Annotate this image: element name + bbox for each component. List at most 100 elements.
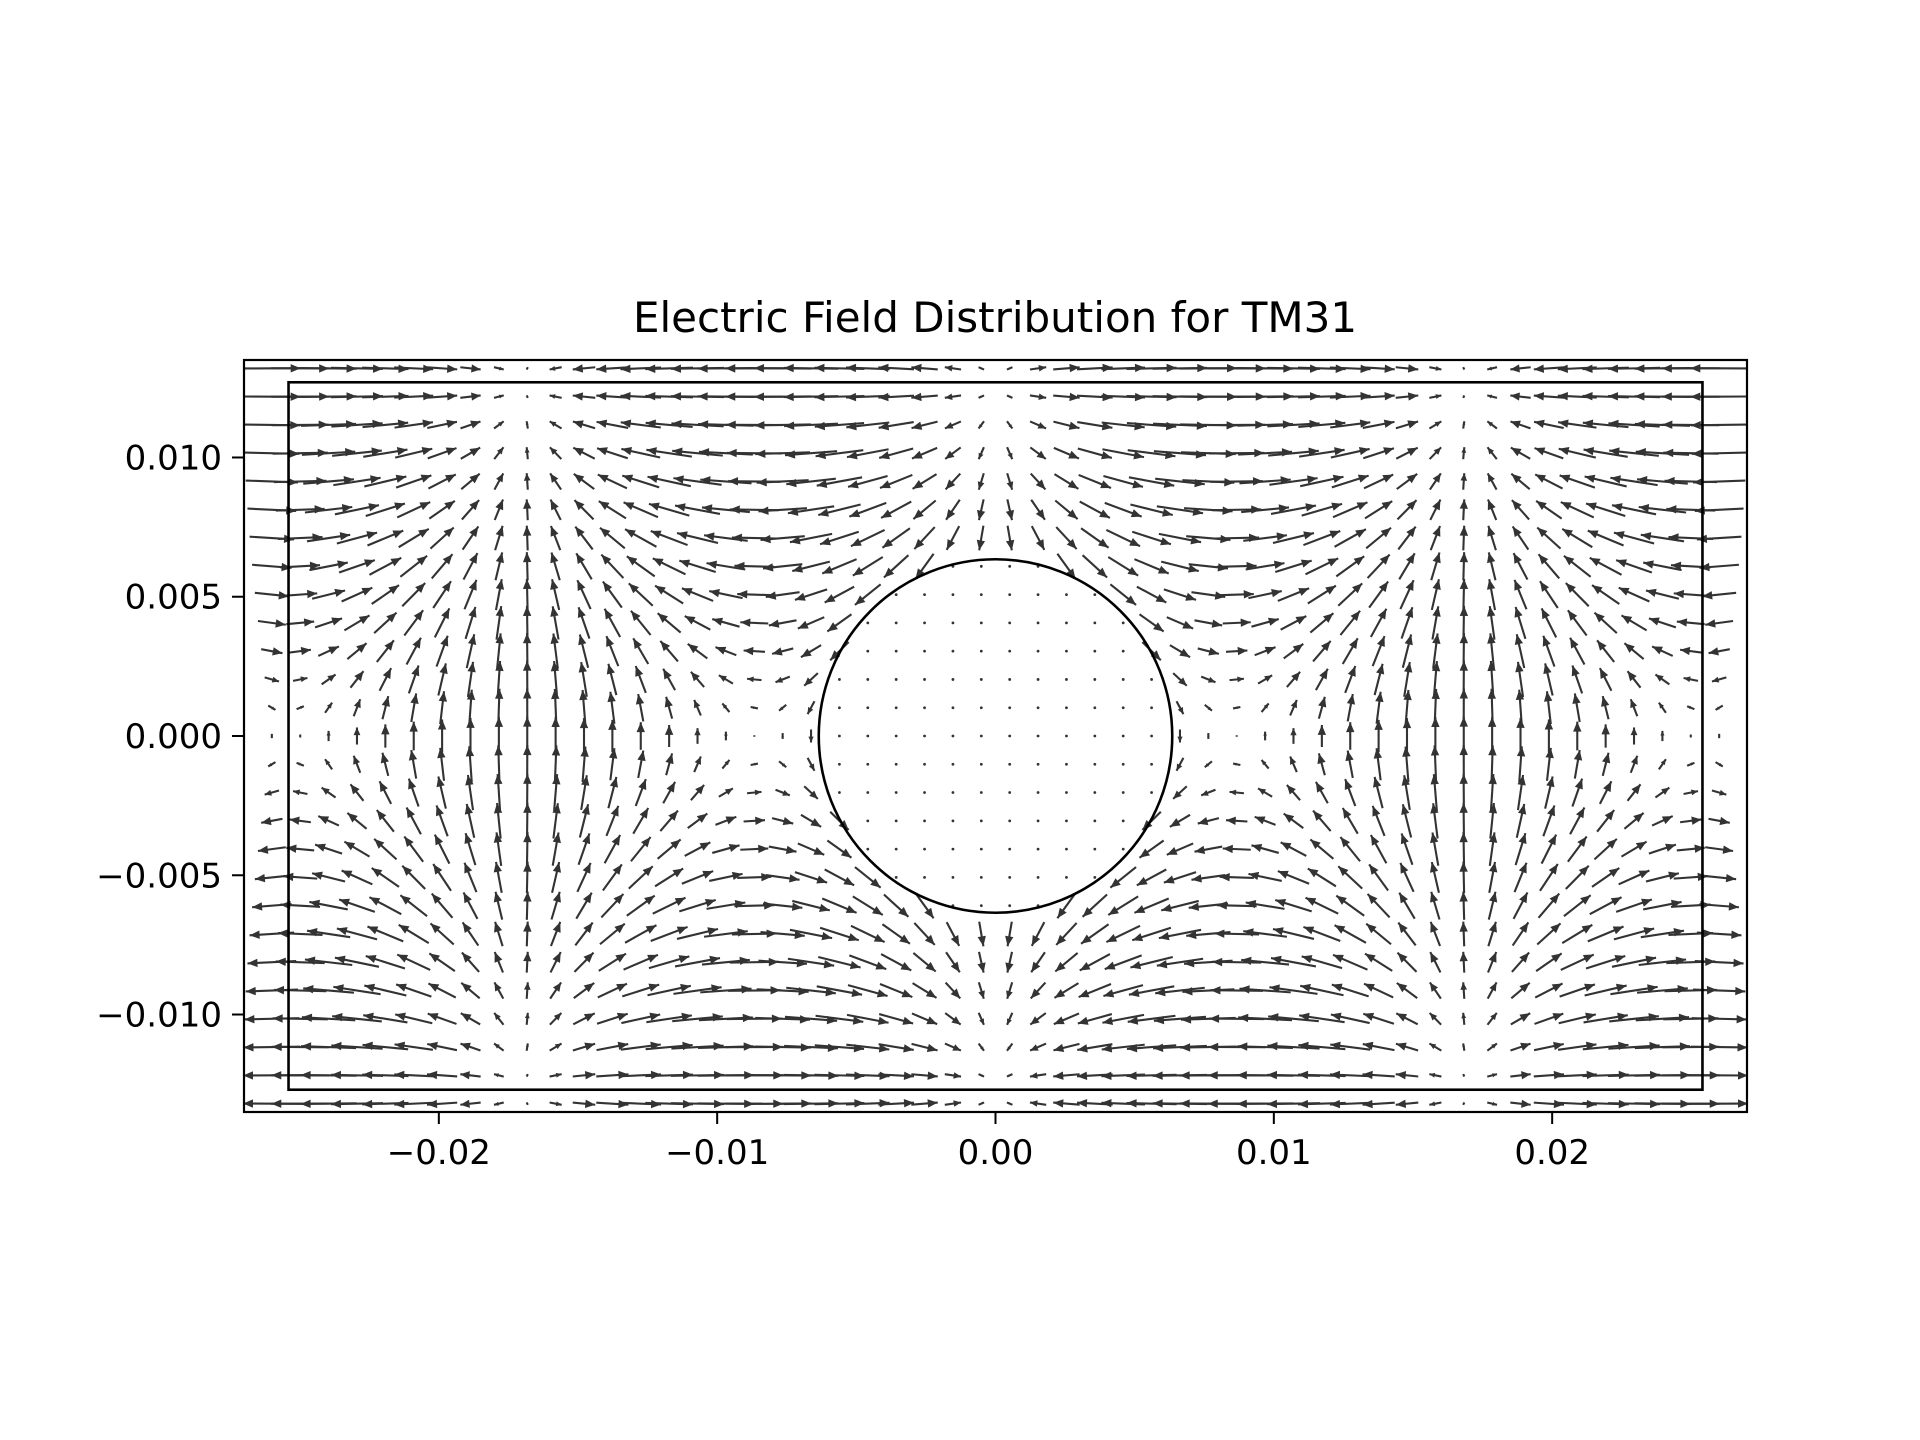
field-arrow [396, 953, 431, 971]
field-arrow [789, 928, 833, 941]
field-arrow [1006, 472, 1014, 491]
field-arrow [978, 394, 985, 399]
field-arrow [645, 419, 693, 429]
field-arrow [671, 419, 724, 429]
field-arrow [634, 665, 647, 694]
field-arrow [846, 448, 889, 460]
field-arrow [435, 635, 449, 667]
field-arrow [1563, 894, 1592, 917]
field-arrow [1362, 1041, 1395, 1052]
field-arrow [460, 472, 481, 491]
field-arrow [572, 364, 596, 373]
field-arrow [362, 1041, 409, 1051]
field-arrow [395, 983, 432, 998]
field-arrow [466, 661, 476, 698]
field-dot [1008, 904, 1012, 908]
field-dot [1121, 621, 1125, 625]
field-arrow [1645, 871, 1680, 883]
field-dot [1121, 678, 1125, 681]
field-arrow [1229, 676, 1245, 683]
field-arrow [1461, 1012, 1467, 1025]
field-arrow [1459, 951, 1468, 973]
field-arrow [303, 985, 355, 994]
field-arrow [1705, 845, 1734, 854]
field-arrow [405, 806, 422, 835]
field-dot [1065, 762, 1068, 766]
field-arrow [1307, 584, 1337, 605]
field-dot [1008, 791, 1012, 794]
field-arrow [1459, 552, 1469, 581]
field-arrow [1077, 421, 1113, 431]
field-dot [866, 791, 870, 794]
field-arrow [1158, 532, 1202, 545]
field-arrow [1237, 1042, 1293, 1051]
field-arrow [787, 957, 835, 969]
field-arrow [637, 750, 646, 779]
field-arrow [580, 775, 590, 811]
field-arrow [1534, 473, 1564, 490]
x-axis: −0.02 −0.01 0.00 0.01 0.02 [387, 1112, 1590, 1173]
field-arrow [1362, 392, 1395, 401]
field-arrow [1172, 672, 1188, 687]
field-arrow [524, 1012, 530, 1025]
field-arrow [1103, 984, 1144, 998]
field-arrow [1080, 527, 1110, 549]
field-arrow [1134, 897, 1170, 914]
field-arrow [1130, 955, 1174, 970]
field-arrow [1511, 921, 1530, 947]
field-arrow [646, 447, 693, 458]
field-arrow [572, 420, 596, 430]
field-arrow [647, 983, 692, 997]
field-arrow [800, 644, 822, 659]
field-arrow [1136, 868, 1167, 887]
field-arrow [784, 421, 838, 430]
field-dot [979, 706, 983, 710]
field-arrow [816, 476, 863, 488]
field-arrow [787, 505, 835, 516]
field-arrow [1462, 394, 1466, 399]
field-arrow [1395, 364, 1419, 373]
field-arrow [1126, 1043, 1177, 1053]
field-arrow [1510, 446, 1531, 460]
field-arrow [976, 499, 986, 521]
field-arrow [1572, 693, 1581, 723]
field-dot [1121, 847, 1125, 851]
field-arrow [1153, 1015, 1207, 1025]
field-arrow [664, 696, 674, 719]
field-arrow [523, 861, 532, 894]
field-arrow [1314, 668, 1329, 691]
field-arrow [301, 1013, 356, 1023]
field-arrow [1204, 760, 1213, 769]
field-arrow [1679, 816, 1702, 825]
field-arrow [410, 693, 419, 723]
field-arrow [597, 982, 628, 999]
field-arrow [771, 817, 794, 826]
field-arrow [1175, 700, 1185, 715]
field-arrow [427, 1012, 457, 1025]
field-arrow [261, 816, 283, 826]
field-arrow [978, 1073, 985, 1078]
y-axis: 0.010 0.005 0.000 −0.005 −0.010 [96, 438, 244, 1036]
field-arrow [1006, 420, 1014, 430]
field-arrow [394, 391, 434, 401]
field-dot [1093, 762, 1097, 766]
field-arrow [821, 558, 857, 575]
y-tick-label: 0.010 [125, 438, 222, 478]
field-arrow [1648, 843, 1677, 855]
field-arrow [1459, 861, 1468, 894]
field-dot [838, 678, 841, 681]
field-arrow [1565, 865, 1590, 890]
field-arrow [1431, 606, 1441, 640]
field-arrow [1301, 502, 1343, 517]
field-arrow [1363, 982, 1394, 999]
field-dot [866, 762, 870, 766]
field-arrow [1330, 1012, 1370, 1025]
field-arrow [394, 364, 434, 373]
field-arrow [784, 450, 838, 459]
field-arrow [778, 760, 787, 769]
field-arrow [1620, 614, 1648, 632]
field-arrow [706, 560, 746, 571]
field-arrow [977, 446, 985, 460]
field-arrow [465, 634, 477, 669]
field-arrow [1462, 366, 1466, 371]
